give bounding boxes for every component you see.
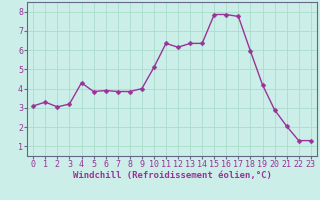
X-axis label: Windchill (Refroidissement éolien,°C): Windchill (Refroidissement éolien,°C) <box>73 171 271 180</box>
